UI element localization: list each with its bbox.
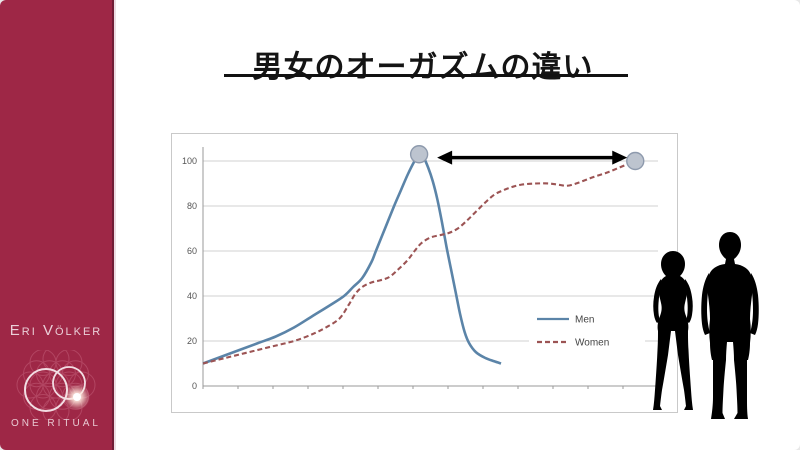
gap-arrow-left-head bbox=[437, 150, 453, 165]
title-underline bbox=[224, 74, 628, 77]
man-silhouette bbox=[701, 232, 759, 419]
y-tick-label: 60 bbox=[187, 246, 197, 256]
women-peak-marker bbox=[626, 151, 645, 171]
legend-label-women: Women bbox=[575, 338, 609, 349]
y-tick-label: 20 bbox=[187, 336, 197, 346]
plot-frame bbox=[171, 133, 678, 413]
gap-arrow-right-head bbox=[612, 150, 628, 165]
glow-dot-core bbox=[73, 393, 81, 401]
slide-title: 男女のオーガズムの違い bbox=[252, 51, 594, 85]
y-tick-label: 80 bbox=[187, 201, 197, 211]
orgasm-comparison-chart: 0 20 40 60 80 100 Men Women bbox=[171, 133, 678, 413]
series-line-men bbox=[202, 152, 502, 365]
legend bbox=[529, 303, 645, 353]
men-peak-marker bbox=[409, 145, 429, 164]
one-ritual-logo bbox=[16, 350, 96, 420]
logo-text: ONE RITUAL bbox=[10, 418, 101, 429]
sidebar: Eri Völker bbox=[0, 0, 112, 450]
y-tick-label: 40 bbox=[187, 291, 197, 301]
sidebar-edge-dark bbox=[112, 0, 114, 450]
y-tick-label: 100 bbox=[182, 156, 197, 166]
legend-label-men: Men bbox=[575, 315, 594, 326]
y-tick-label: 0 bbox=[192, 381, 197, 391]
woman-silhouette bbox=[653, 251, 693, 410]
sidebar-edge-light bbox=[114, 0, 116, 450]
brand-name: Eri Völker bbox=[9, 322, 103, 339]
